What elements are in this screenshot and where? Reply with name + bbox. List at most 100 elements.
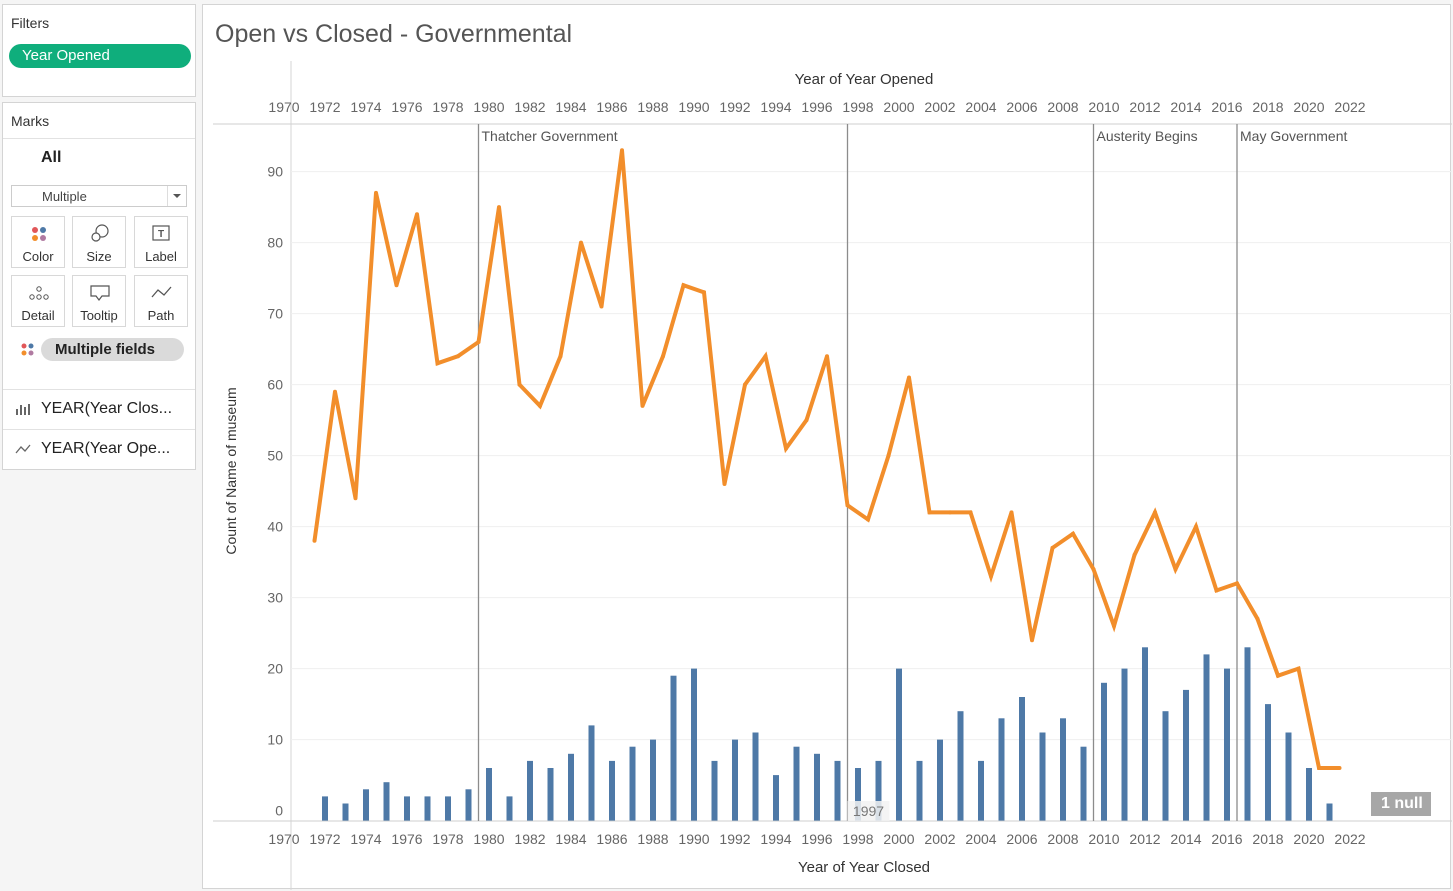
line-point[interactable] xyxy=(1276,673,1280,678)
bar[interactable] xyxy=(1162,711,1169,821)
line-point[interactable] xyxy=(517,382,522,387)
line-point[interactable] xyxy=(579,240,583,245)
bar[interactable] xyxy=(588,725,595,821)
bar[interactable] xyxy=(1019,697,1025,821)
multiple-fields-pill[interactable]: Multiple fields xyxy=(41,338,184,361)
bar[interactable] xyxy=(793,746,800,821)
bar[interactable] xyxy=(896,668,902,821)
line-point[interactable] xyxy=(763,354,768,359)
line-point[interactable] xyxy=(825,354,829,359)
bar[interactable] xyxy=(629,746,636,821)
bar[interactable] xyxy=(363,789,369,821)
bar[interactable] xyxy=(998,718,1005,821)
bar[interactable] xyxy=(547,768,554,821)
line-point[interactable] xyxy=(1050,545,1055,550)
line-point[interactable] xyxy=(312,538,317,543)
bar[interactable] xyxy=(506,796,513,821)
bar[interactable] xyxy=(752,732,759,821)
shelf-year-opened[interactable]: YEAR(Year Ope... xyxy=(3,430,195,468)
bar[interactable] xyxy=(322,796,328,821)
bar[interactable] xyxy=(424,796,431,821)
bar[interactable] xyxy=(1080,746,1087,821)
line-point[interactable] xyxy=(948,510,952,515)
bar[interactable] xyxy=(1101,682,1107,821)
bar[interactable] xyxy=(978,760,984,821)
bar[interactable] xyxy=(711,760,718,821)
line-point[interactable] xyxy=(1009,510,1014,515)
chart-canvas[interactable]: 0 10 20 30 40 50 60 70 80 90 Count of Name of muse… xyxy=(203,5,1452,890)
bar[interactable] xyxy=(1203,654,1210,821)
mark-type-dropdown[interactable]: Multiple xyxy=(11,185,187,207)
bar[interactable] xyxy=(1121,668,1128,821)
bar[interactable] xyxy=(1183,689,1189,821)
line-point[interactable] xyxy=(1153,510,1157,515)
line-point[interactable] xyxy=(1091,567,1096,572)
bar[interactable] xyxy=(568,753,574,821)
line-point[interactable] xyxy=(845,503,850,508)
bar[interactable] xyxy=(486,768,492,821)
bar[interactable] xyxy=(1060,718,1066,821)
line-point[interactable] xyxy=(722,482,727,486)
bar[interactable] xyxy=(937,739,943,821)
line-point[interactable] xyxy=(620,148,624,153)
line-point[interactable] xyxy=(907,375,911,380)
line-point[interactable] xyxy=(456,354,460,359)
line-point[interactable] xyxy=(1337,766,1342,770)
line-point[interactable] xyxy=(886,453,891,458)
bar[interactable] xyxy=(834,760,841,821)
line-point[interactable] xyxy=(681,283,686,288)
bar[interactable] xyxy=(609,760,615,821)
line-point[interactable] xyxy=(1296,666,1301,671)
line-point[interactable] xyxy=(476,340,481,344)
bar[interactable] xyxy=(1326,803,1333,821)
line-point[interactable] xyxy=(1030,638,1034,643)
bar[interactable] xyxy=(773,775,779,821)
label-button[interactable]: T Label xyxy=(134,216,188,268)
year-opened-filter-pill[interactable]: Year Opened xyxy=(9,44,191,68)
line-point[interactable] xyxy=(640,403,645,408)
line-point[interactable] xyxy=(968,510,973,515)
line-point[interactable] xyxy=(1112,624,1116,628)
tooltip-button[interactable]: Tooltip xyxy=(72,275,126,327)
line-point[interactable] xyxy=(374,190,378,195)
line-point[interactable] xyxy=(989,574,993,579)
line-point[interactable] xyxy=(927,510,932,515)
line-point[interactable] xyxy=(784,446,788,451)
line-point[interactable] xyxy=(394,283,399,288)
bar[interactable] xyxy=(1285,732,1292,821)
bar[interactable] xyxy=(875,760,882,821)
bar[interactable] xyxy=(1306,768,1312,821)
line-point[interactable] xyxy=(333,389,337,394)
line-point[interactable] xyxy=(1214,588,1219,593)
line-point[interactable] xyxy=(599,304,604,309)
bar[interactable] xyxy=(1265,704,1271,821)
bar[interactable] xyxy=(1039,732,1046,821)
line-point[interactable] xyxy=(1194,524,1198,529)
path-button[interactable]: Path xyxy=(134,275,188,327)
bar[interactable] xyxy=(814,753,820,821)
line-point[interactable] xyxy=(702,290,706,295)
line-point[interactable] xyxy=(1235,581,1239,586)
marks-all-tab[interactable]: All xyxy=(41,149,62,166)
null-indicator[interactable]: 1 null xyxy=(1371,792,1431,816)
line-point[interactable] xyxy=(1173,567,1178,572)
line-point[interactable] xyxy=(866,517,870,522)
line-point[interactable] xyxy=(497,205,501,210)
line-point[interactable] xyxy=(804,418,809,423)
size-button[interactable]: Size xyxy=(72,216,126,268)
line-point[interactable] xyxy=(538,403,542,408)
line-point[interactable] xyxy=(435,361,440,366)
bar[interactable] xyxy=(527,760,533,821)
bar[interactable] xyxy=(1224,668,1230,821)
bar[interactable] xyxy=(342,803,349,821)
detail-button[interactable]: Detail xyxy=(11,275,65,327)
shelf-year-closed[interactable]: YEAR(Year Clos... xyxy=(3,390,195,428)
line-point[interactable] xyxy=(415,212,419,217)
line-point[interactable] xyxy=(353,496,358,501)
bar[interactable] xyxy=(383,782,390,821)
bar[interactable] xyxy=(465,789,472,821)
bar[interactable] xyxy=(916,760,923,821)
bar[interactable] xyxy=(957,711,964,821)
bar[interactable] xyxy=(732,739,738,821)
bar[interactable] xyxy=(1244,647,1251,821)
